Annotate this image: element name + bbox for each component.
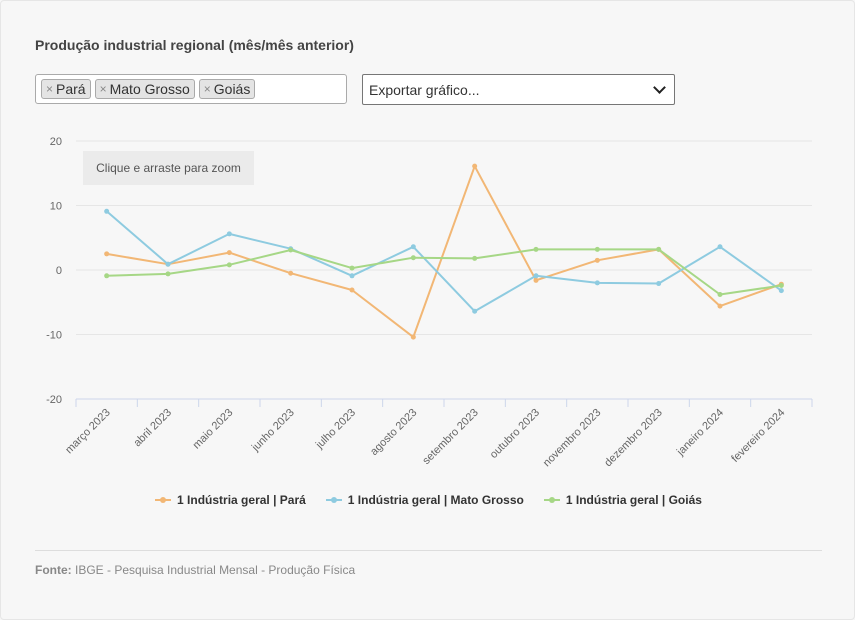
data-point — [104, 273, 110, 279]
state-filter-input[interactable]: × Pará × Mato Grosso × Goiás — [35, 74, 347, 104]
legend-label: 1 Indústria geral | Pará — [177, 493, 306, 507]
data-point — [778, 282, 784, 288]
data-point — [533, 277, 539, 283]
x-tick-label: outubro 2023 — [488, 407, 542, 461]
filter-tag-label: Mato Grosso — [109, 81, 190, 97]
data-point — [165, 271, 171, 277]
legend-swatch-mato-grosso — [325, 495, 342, 505]
filter-tag-mato-grosso[interactable]: × Mato Grosso — [94, 79, 195, 99]
x-tick-label: março 2023 — [63, 407, 113, 457]
legend-label: 1 Indústria geral | Goiás — [565, 493, 702, 507]
y-tick-label: 10 — [50, 201, 62, 213]
x-tick-label: agosto 2023 — [368, 407, 419, 458]
y-tick-label: 20 — [50, 136, 62, 148]
x-tick-label: abril 2023 — [131, 407, 174, 450]
data-point — [656, 281, 662, 287]
data-point — [594, 280, 600, 286]
remove-tag-icon[interactable]: × — [203, 82, 211, 96]
export-select-label: Exportar gráfico... — [369, 81, 480, 98]
data-point — [288, 270, 294, 276]
data-point — [717, 303, 723, 309]
chart-title: Produção industrial regional (mês/mês an… — [35, 37, 354, 53]
legend-swatch-goias — [543, 495, 560, 505]
data-point — [349, 287, 355, 293]
legend-label: 1 Indústria geral | Mato Grosso — [347, 493, 524, 507]
remove-tag-icon[interactable]: × — [46, 82, 54, 96]
series-line-1 — [106, 210, 782, 313]
data-point — [717, 244, 723, 250]
x-tick-label: fevereiro 2024 — [729, 407, 787, 465]
export-chart-select[interactable]: Exportar gráfico... — [362, 74, 675, 105]
y-tick-label: -20 — [46, 394, 62, 406]
data-point — [410, 255, 416, 261]
filter-tag-label: Goiás — [213, 81, 251, 97]
data-point — [349, 273, 355, 279]
x-tick-label: setembro 2023 — [420, 407, 480, 467]
series-line-2 — [106, 248, 782, 296]
y-tick-label: -10 — [46, 330, 62, 342]
filter-tag-label: Pará — [56, 81, 86, 97]
series-line-0 — [106, 165, 782, 339]
data-point — [472, 163, 478, 169]
data-point — [410, 244, 416, 250]
data-point — [533, 246, 539, 252]
data-point — [533, 273, 539, 279]
data-point — [656, 246, 662, 252]
source-text: IBGE - Pesquisa Industrial Mensal - Prod… — [75, 563, 356, 577]
data-point — [778, 288, 784, 294]
x-tick-label: dezembro 2023 — [602, 407, 665, 470]
remove-tag-icon[interactable]: × — [99, 82, 107, 96]
chart-legend: 1 Indústria geral | Pará 1 Indústria ger… — [1, 493, 855, 507]
data-point — [226, 250, 232, 256]
zoom-hint: Clique e arraste para zoom — [83, 151, 254, 185]
data-point — [472, 308, 478, 314]
legend-swatch-para — [155, 495, 172, 505]
data-point — [104, 208, 110, 214]
data-point — [226, 262, 232, 268]
data-point — [472, 255, 478, 261]
data-point — [104, 251, 110, 257]
chevron-down-icon — [653, 81, 666, 94]
source-label: Fonte: — [35, 563, 72, 577]
x-tick-label: julho 2023 — [313, 407, 358, 452]
x-tick-label: janeiro 2024 — [674, 407, 726, 459]
x-tick-label: maio 2023 — [191, 407, 236, 452]
data-point — [594, 246, 600, 252]
y-tick-label: 0 — [56, 265, 62, 277]
data-point — [288, 247, 294, 253]
source-note: Fonte: IBGE - Pesquisa Industrial Mensal… — [35, 563, 355, 577]
filter-tag-goias[interactable]: × Goiás — [198, 79, 256, 99]
filter-tag-para[interactable]: × Pará — [41, 79, 91, 99]
data-point — [349, 265, 355, 271]
legend-item-goias[interactable]: 1 Indústria geral | Goiás — [543, 493, 702, 507]
data-point — [594, 257, 600, 263]
x-tick-label: junho 2023 — [249, 407, 297, 455]
x-tick-label: novembro 2023 — [541, 407, 604, 470]
data-point — [410, 334, 416, 340]
legend-item-para[interactable]: 1 Indústria geral | Pará — [155, 493, 306, 507]
legend-item-mato-grosso[interactable]: 1 Indústria geral | Mato Grosso — [325, 493, 524, 507]
footer-divider — [35, 550, 822, 551]
data-point — [717, 292, 723, 298]
data-point — [165, 261, 171, 267]
data-point — [226, 231, 232, 237]
